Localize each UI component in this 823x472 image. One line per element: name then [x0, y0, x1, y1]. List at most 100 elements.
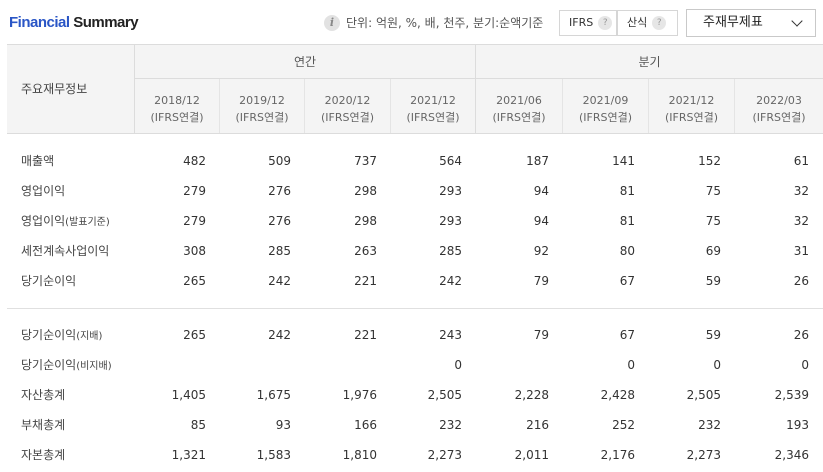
table-cell: 31 [793, 244, 809, 258]
table-cell: 298 [354, 214, 377, 228]
table-cell: 59 [705, 328, 721, 342]
table-cell: 298 [354, 184, 377, 198]
table-row: 세전계속사업이익 308 285 263 285 92 80 69 31 [7, 236, 823, 266]
table-cell: 75 [705, 214, 721, 228]
table-cell: 265 [183, 274, 206, 288]
table-cell: 243 [439, 328, 462, 342]
row-label-text: 부채총계 [21, 418, 66, 432]
table-cell: 308 [183, 244, 206, 258]
row-label-text: 당기순이익 [21, 358, 77, 372]
table-cell: 1,976 [342, 388, 377, 402]
row-label: 자산총계 [21, 380, 65, 410]
financial-summary-header: Financial Summary i 단위: 억원, %, 배, 천주, 분기… [0, 0, 823, 44]
period-date: 2019/12 [239, 94, 285, 107]
table-cell: 26 [793, 274, 809, 288]
quarter-group-header: 분기 [476, 45, 823, 79]
row-label-text: 자산총계 [21, 388, 66, 402]
table-cell: 2,428 [600, 388, 635, 402]
period-date: 2021/12 [668, 94, 715, 107]
table-cell: 1,405 [171, 388, 206, 402]
period-date: 2021/09 [582, 94, 629, 107]
row-label-text: 당기순이익 [21, 274, 77, 288]
period-header: 2021/06 (IFRS연결) [476, 79, 563, 133]
table-cell: 61 [793, 154, 809, 168]
table-cell: 1,810 [342, 448, 377, 462]
period-header: 2019/12 (IFRS연결) [220, 79, 305, 133]
table-cell: 2,346 [774, 448, 809, 462]
statement-type-select[interactable]: 주재무제표 [686, 9, 816, 37]
period-basis: (IFRS연결) [150, 111, 204, 124]
table-cell: 265 [183, 328, 206, 342]
ifrs-help-button[interactable]: IFRS? [559, 10, 617, 36]
row-header-label: 주요재무정보 [7, 45, 135, 133]
table-cell: 232 [698, 418, 721, 432]
question-icon: ? [652, 16, 667, 30]
table-cell: 80 [619, 244, 635, 258]
table-cell: 276 [268, 214, 291, 228]
table-cell: 79 [533, 328, 549, 342]
table-cell: 482 [183, 154, 206, 168]
row-label-qualifier: (지배) [76, 331, 103, 342]
table-cell: 285 [439, 244, 462, 258]
row-label: 당기순이익 [21, 266, 76, 296]
table-cell: 1,675 [256, 388, 291, 402]
table-cell: 263 [354, 244, 377, 258]
row-label-text: 당기순이익 [21, 328, 77, 342]
period-basis: (IFRS연결) [664, 111, 719, 124]
table-cell: 187 [526, 154, 549, 168]
table-cell: 232 [439, 418, 462, 432]
table-row: 당기순이익(비지배) 0 0 0 0 [7, 350, 823, 380]
table-cell: 242 [268, 328, 291, 342]
table-cell: 285 [268, 244, 291, 258]
table-cell: 242 [268, 274, 291, 288]
table-cell: 1,583 [256, 448, 291, 462]
row-label-qualifier: (비지배) [76, 361, 112, 372]
ifrs-label: IFRS [569, 16, 594, 29]
table-cell: 32 [793, 184, 809, 198]
table-cell: 81 [619, 184, 635, 198]
table-cell: 59 [705, 274, 721, 288]
annual-group-header: 연간 [135, 45, 476, 79]
table-cell: 75 [705, 184, 721, 198]
formula-help-button[interactable]: 산식? [617, 10, 678, 36]
table-cell: 279 [183, 214, 206, 228]
table-cell: 26 [793, 328, 809, 342]
table-cell: 221 [354, 274, 377, 288]
table-cell: 152 [698, 154, 721, 168]
period-basis: (IFRS연결) [578, 111, 633, 124]
table-cell: 2,273 [427, 448, 462, 462]
row-label: 영업이익(발표기준) [21, 206, 110, 238]
table-cell: 67 [619, 274, 635, 288]
period-header: 2018/12 (IFRS연결) [135, 79, 220, 133]
row-label-qualifier: (발표기준) [65, 217, 110, 228]
period-basis: (IFRS연결) [752, 111, 806, 124]
period-basis: (IFRS연결) [406, 111, 460, 124]
table-row: 영업이익 279 276 298 293 94 81 75 32 [7, 176, 823, 206]
info-icon[interactable]: i [324, 15, 340, 31]
table-cell: 221 [354, 328, 377, 342]
question-icon: ? [598, 16, 613, 30]
table-cell: 279 [183, 184, 206, 198]
table-cell: 0 [801, 358, 809, 372]
period-header: 2022/03 (IFRS연결) [735, 79, 823, 133]
table-cell: 564 [439, 154, 462, 168]
row-label-text: 영업이익 [21, 214, 66, 228]
table-cell: 293 [439, 184, 462, 198]
chevron-down-icon [791, 15, 803, 27]
unit-description: 단위: 억원, %, 배, 천주, 분기:순액기준 [346, 16, 544, 30]
row-label: 부채총계 [21, 410, 65, 440]
period-header: 2020/12 (IFRS연결) [305, 79, 391, 133]
table-cell: 737 [354, 154, 377, 168]
table-cell: 93 [275, 418, 291, 432]
table-cell: 67 [619, 328, 635, 342]
table-cell: 509 [268, 154, 291, 168]
statement-type-value: 주재무제표 [703, 15, 763, 30]
row-label-text: 매출액 [21, 154, 55, 168]
row-label: 세전계속사업이익 [21, 236, 109, 266]
table-row: 부채총계 85 93 166 232 216 252 232 193 [7, 410, 823, 440]
row-label-text: 세전계속사업이익 [21, 244, 110, 258]
period-date: 2022/03 [756, 94, 802, 107]
row-label: 자본총계 [21, 440, 65, 470]
table-cell: 166 [354, 418, 377, 432]
period-date: 2018/12 [154, 94, 200, 107]
